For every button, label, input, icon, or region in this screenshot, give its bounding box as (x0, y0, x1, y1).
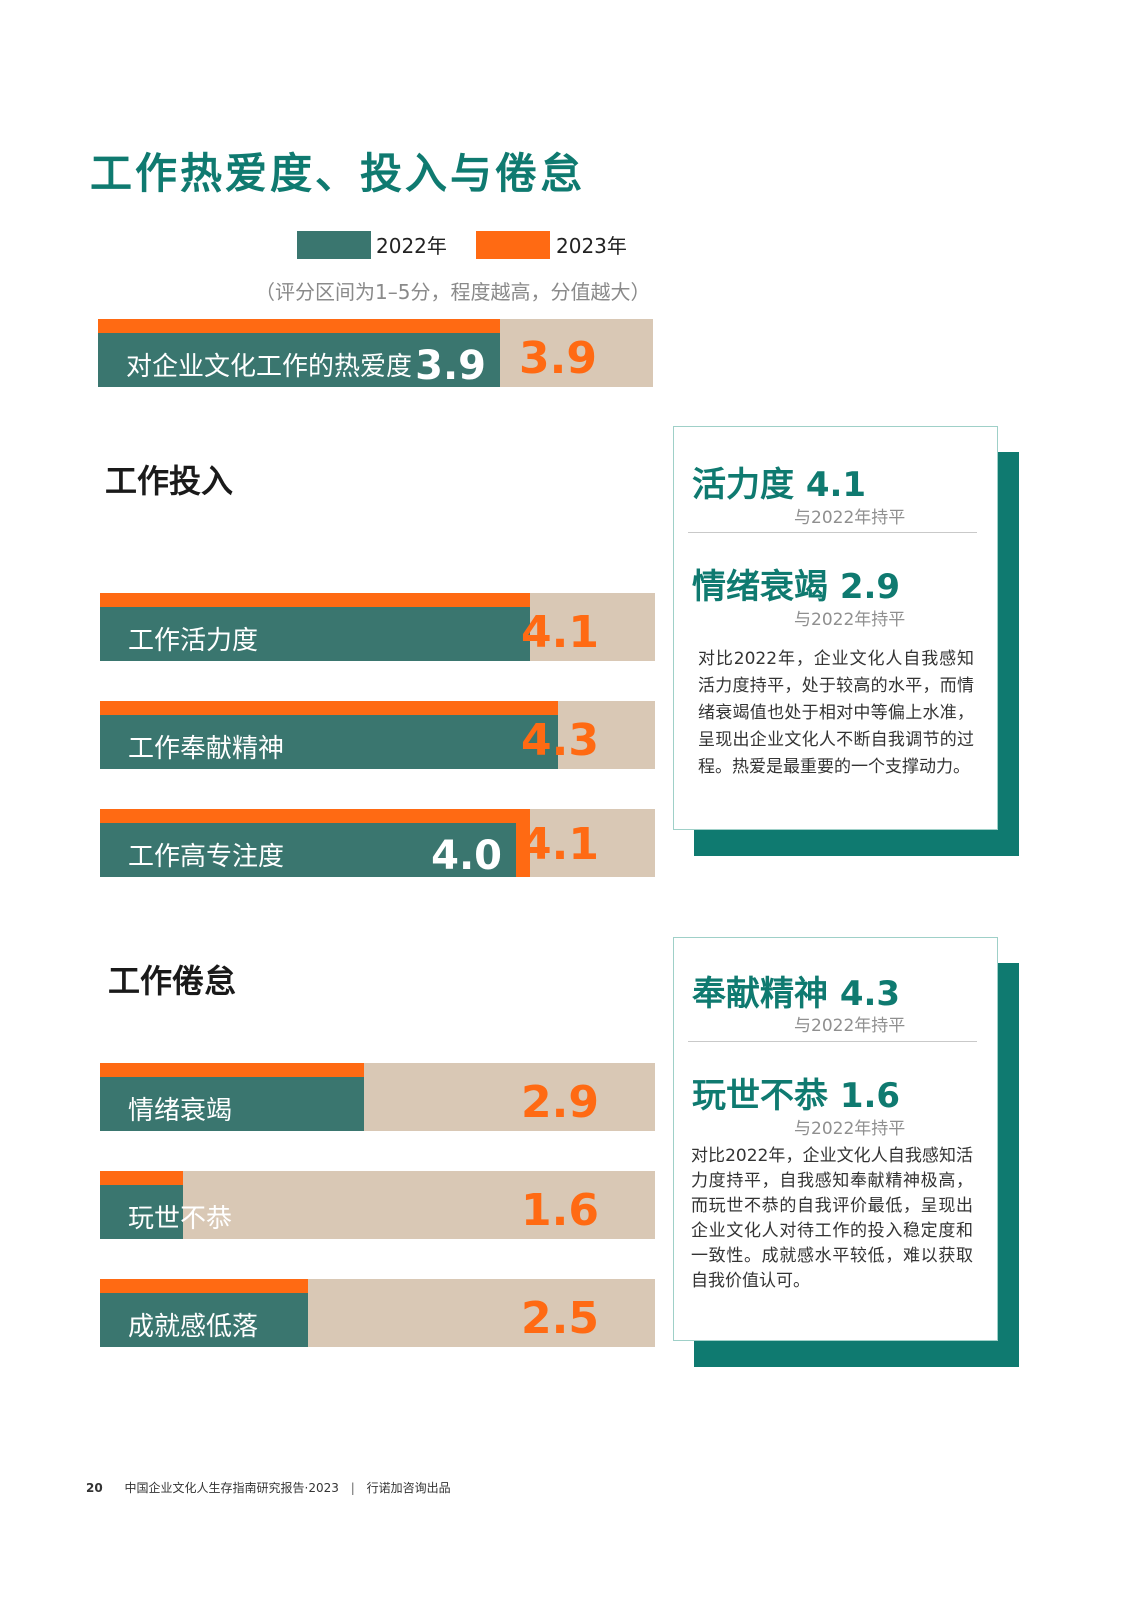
bar-row-dedication: 工作奉献精神 4.3 (100, 701, 655, 769)
bar-2022 (100, 1185, 183, 1239)
category-label: 对企业文化工作的热爱度 (126, 352, 413, 382)
bar-2022 (100, 823, 516, 877)
bar-2022 (100, 1077, 364, 1131)
report-name: 中国企业文化人生存指南研究报告·2023 (124, 1481, 339, 1495)
value-label-2023: 2.9 (521, 1077, 599, 1128)
footer-separator: | (350, 1481, 355, 1495)
bar-row-absorption: 工作高专注度 4.0 4.1 (100, 809, 655, 879)
value-label-2023: 4.1 (521, 607, 599, 658)
legend-swatch-2023 (476, 231, 550, 259)
bar-2022 (100, 1293, 308, 1347)
section-title-engagement: 工作投入 (105, 462, 234, 500)
bar-2022 (100, 607, 530, 661)
page-footer: 20 中国企业文化人生存指南研究报告·2023 | 行诺加咨询出品 (86, 1479, 451, 1496)
bar-2023 (100, 701, 558, 715)
card-heading: 奉献精神 4.3 (692, 974, 901, 1014)
card-divider (688, 532, 977, 533)
card-body-text: 对比2022年，企业文化人自我感知活力度持平，自我感知奉献精神极高，而玩世不恭的… (691, 1146, 973, 1291)
card-subheading: 与2022年持平 (794, 1016, 906, 1036)
bar-row-cynicism: 玩世不恭 1.6 (100, 1171, 655, 1239)
bar-2023 (100, 593, 530, 607)
category-label: 成就感低落 (128, 1312, 259, 1342)
value-label-2023: 2.5 (521, 1293, 599, 1344)
card-divider (688, 1041, 977, 1042)
value-label-2023: 4.1 (521, 819, 599, 870)
bar-2022 (98, 333, 500, 387)
bar-2023 (100, 1279, 308, 1293)
card-heading: 玩世不恭 1.6 (692, 1076, 901, 1116)
bar-2023 (98, 319, 500, 333)
value-label-2023: 4.3 (521, 715, 599, 766)
section-title-burnout: 工作倦怠 (108, 962, 237, 1000)
insight-card-engagement: 活力度 4.1 与2022年持平 情绪衰竭 2.9 与2022年持平 对比202… (673, 426, 998, 830)
category-label: 工作奉献精神 (128, 734, 285, 764)
page-title: 工作热爱度、投入与倦怠 (90, 149, 586, 198)
bar-row-inefficacy: 成就感低落 2.5 (100, 1279, 655, 1347)
bar-row-passion: 对企业文化工作的热爱度 3.9 3.9 (98, 319, 653, 389)
value-label-2022: 4.0 (431, 833, 502, 879)
category-label: 工作高专注度 (128, 842, 285, 872)
card-heading: 活力度 4.1 (692, 465, 867, 505)
legend-label-2022: 2022年 (376, 234, 447, 258)
bar-2022 (100, 715, 558, 769)
category-label: 工作活力度 (128, 626, 259, 656)
category-label: 情绪衰竭 (128, 1096, 233, 1126)
score-range-note: （评分区间为1–5分，程度越高，分值越大） (255, 280, 651, 304)
bar-row-vigor: 工作活力度 4.1 (100, 593, 655, 661)
page-number: 20 (86, 1481, 103, 1495)
bar-2023 (100, 1063, 364, 1077)
bar-2023 (100, 1171, 183, 1185)
category-label: 玩世不恭 (128, 1204, 233, 1234)
card-heading: 情绪衰竭 2.9 (692, 567, 901, 607)
card-subheading: 与2022年持平 (794, 508, 906, 528)
value-label-2023: 1.6 (521, 1185, 599, 1236)
card-subheading: 与2022年持平 (794, 610, 906, 630)
publisher: 行诺加咨询出品 (366, 1481, 451, 1495)
value-label-2023: 3.9 (519, 333, 597, 384)
legend-label-2023: 2023年 (556, 234, 627, 258)
insight-card-burnout: 奉献精神 4.3 与2022年持平 玩世不恭 1.6 与2022年持平 对比20… (673, 937, 998, 1341)
card-body-text: 对比2022年，企业文化人自我感知活力度持平，处于较高的水平，而情绪衰竭值也处于… (698, 649, 974, 777)
card-subheading: 与2022年持平 (794, 1119, 906, 1139)
legend-swatch-2022 (297, 231, 371, 259)
bar-row-exhaustion: 情绪衰竭 2.9 (100, 1063, 655, 1131)
value-label-2022: 3.9 (415, 343, 486, 389)
